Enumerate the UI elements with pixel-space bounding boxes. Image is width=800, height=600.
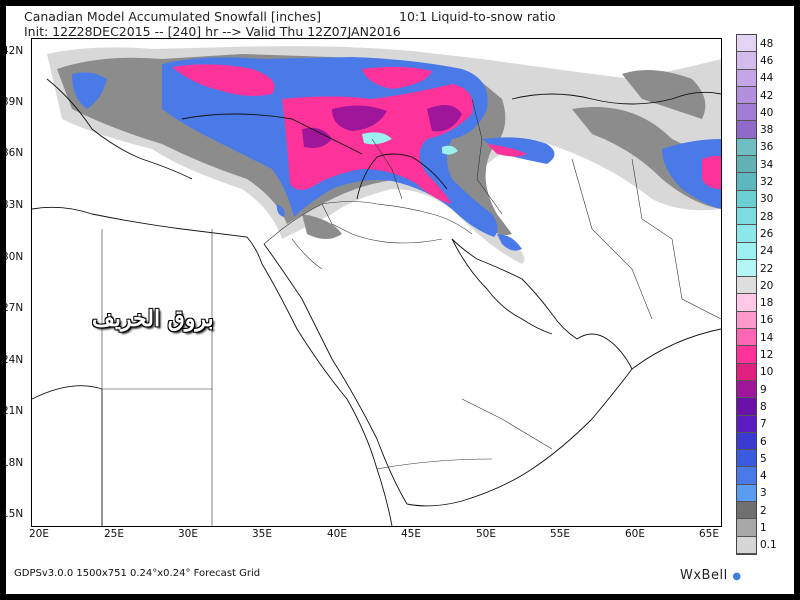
peak-snow-layer (362, 132, 458, 155)
legend-label: 38 (760, 124, 774, 137)
legend-swatch (737, 311, 756, 330)
legend-label: 3 (760, 487, 767, 500)
lat-label: 30N (2, 251, 24, 263)
lat-label: 24N (2, 354, 24, 366)
legend-swatch (737, 294, 756, 312)
legend-swatch (737, 69, 756, 87)
legend-swatch (737, 363, 756, 381)
legend-swatch (737, 519, 756, 537)
legend-swatch (737, 380, 756, 399)
lon-label: 60E (625, 528, 645, 540)
lat-label: 42N (2, 45, 24, 57)
legend-label: 30 (760, 193, 774, 206)
lon-label: 40E (327, 528, 347, 540)
legend-label: 32 (760, 176, 774, 189)
legend-label: 2 (760, 504, 767, 517)
init-valid-line: Init: 12Z28DEC2015 -- [240] hr --> Valid… (24, 24, 401, 39)
snowfall-map (31, 38, 722, 527)
legend-label: 6 (760, 435, 767, 448)
legend-label: 28 (760, 210, 774, 223)
brand-logo: WxBell ● (680, 568, 742, 583)
legend-swatch (737, 121, 756, 139)
legend-swatch (737, 190, 756, 208)
legend-label: 8 (760, 400, 767, 413)
lon-label: 65E (699, 528, 719, 540)
legend-label: 1 (760, 522, 767, 535)
lon-label: 55E (550, 528, 570, 540)
legend-label: 48 (760, 37, 774, 50)
legend-swatch (737, 52, 756, 70)
legend-swatch (737, 467, 756, 485)
legend-swatch (737, 502, 756, 520)
legend-label: 42 (760, 89, 774, 102)
legend-swatch (737, 398, 756, 416)
legend-swatch (737, 259, 756, 278)
legend-label: 16 (760, 314, 774, 327)
legend-swatch (737, 277, 756, 295)
legend-label: 44 (760, 72, 774, 85)
brand-dot-icon: ● (732, 571, 742, 582)
lat-label: 39N (2, 96, 24, 108)
legend-label: 12 (760, 349, 774, 362)
legend-label: 36 (760, 141, 774, 154)
lat-label: 15N (2, 508, 24, 520)
legend-label: 10 (760, 366, 774, 379)
legend-label: 22 (760, 262, 774, 275)
legend-label: 34 (760, 158, 774, 171)
legend-swatch (737, 536, 756, 554)
legend-swatch (737, 104, 756, 122)
legend-label: 40 (760, 106, 774, 119)
lat-label: 36N (2, 147, 24, 159)
lat-label: 21N (2, 405, 24, 417)
legend-label: 4 (760, 470, 767, 483)
legend-swatch (737, 450, 756, 468)
legend-swatch (737, 35, 756, 53)
legend-label: 5 (760, 452, 767, 465)
lat-label: 27N (2, 302, 24, 314)
map-title: Canadian Model Accumulated Snowfall [inc… (24, 9, 322, 24)
color-legend (736, 34, 757, 555)
legend-swatch (737, 207, 756, 226)
legend-swatch (737, 225, 756, 243)
legend-swatch (737, 156, 756, 174)
legend-label: 7 (760, 418, 767, 431)
very-heavy-snow-layer (302, 105, 462, 148)
country-borders (101, 98, 721, 526)
legend-label: 9 (760, 383, 767, 396)
legend-swatch (737, 138, 756, 157)
legend-swatch (737, 86, 756, 105)
lat-label: 33N (2, 199, 24, 211)
lat-label: 18N (2, 457, 24, 469)
map-canvas (32, 46, 721, 526)
legend-swatch (737, 242, 756, 260)
legend-swatch (737, 432, 756, 451)
legend-swatch (737, 173, 756, 191)
legend-label: 26 (760, 227, 774, 240)
watermark-text: بروق الخريف (92, 306, 214, 332)
legend-label: 0.1 (760, 539, 777, 552)
legend-swatch (737, 415, 756, 433)
model-grid-info: GDPSv3.0.0 1500x751 0.24°x0.24° Forecast… (14, 568, 261, 579)
lon-label: 20E (29, 528, 49, 540)
legend-swatch (737, 484, 756, 503)
legend-swatch (737, 329, 756, 347)
legend-swatch (737, 346, 756, 364)
lon-label: 30E (178, 528, 198, 540)
legend-label: 18 (760, 297, 774, 310)
brand-name: WxBell (680, 568, 728, 583)
snow-ratio-label: 10:1 Liquid-to-snow ratio (399, 9, 556, 24)
lon-label: 35E (252, 528, 272, 540)
lon-label: 45E (401, 528, 421, 540)
lon-label: 25E (104, 528, 124, 540)
lon-label: 50E (476, 528, 496, 540)
legend-label: 24 (760, 245, 774, 258)
legend-label: 14 (760, 331, 774, 344)
legend-label: 20 (760, 279, 774, 292)
legend-label: 46 (760, 54, 774, 67)
